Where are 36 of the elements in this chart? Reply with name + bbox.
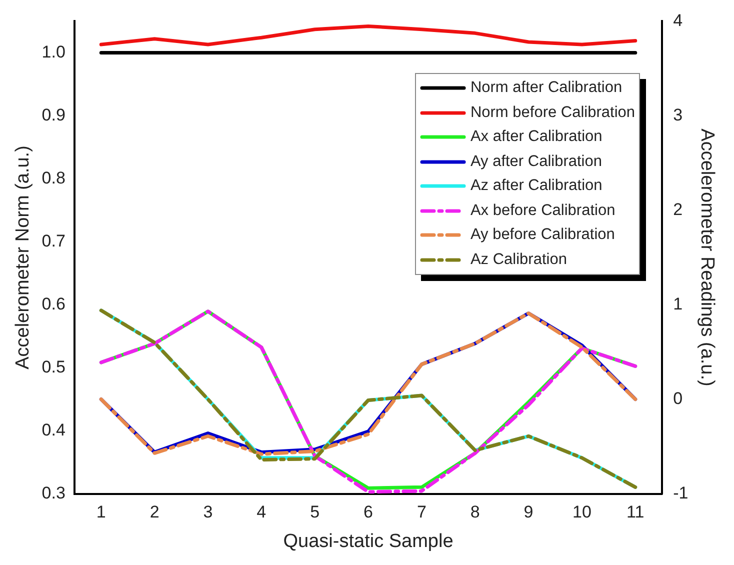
- legend-label: Ay before Calibration: [470, 226, 615, 244]
- legend-label: Ay after Calibration: [470, 152, 602, 171]
- legend-label: Ax before Calibration: [470, 202, 616, 220]
- x-tick-label: 9: [524, 502, 534, 522]
- y-tick-label: 0.3: [42, 483, 66, 502]
- x-tick-label: 10: [572, 502, 592, 522]
- legend-label: Az Calibration: [470, 250, 567, 269]
- y-tick-label: 0.5: [42, 357, 66, 376]
- y-tick-label: 1.0: [42, 42, 66, 62]
- y-axis-title: Accelerometer Norm (a.u.): [12, 146, 34, 370]
- y2-axis-title: Accelerometer Readings (a.u.): [696, 128, 718, 386]
- y2-tick-label: 4: [673, 10, 683, 30]
- y2-tick-label: -1: [673, 483, 688, 502]
- y-tick-label: 0.8: [42, 168, 66, 188]
- y2-tick-label: 3: [673, 105, 683, 124]
- y2-tick-label: 0: [673, 388, 683, 408]
- legend-label: Norm before Calibration: [470, 104, 635, 122]
- x-tick-label: 3: [203, 502, 213, 522]
- x-tick-label: 4: [256, 502, 266, 522]
- y-tick-label: 0.9: [42, 105, 66, 124]
- y-tick-label: 0.4: [42, 420, 66, 440]
- x-tick-label: 1: [96, 502, 106, 522]
- legend-label: Norm after Calibration: [470, 79, 622, 98]
- y-tick-label: 0.7: [42, 231, 66, 250]
- x-axis-title: Quasi-static Sample: [283, 530, 454, 552]
- y2-tick-label: 1: [673, 294, 683, 314]
- y2-tick-label: 2: [673, 200, 683, 219]
- x-tick-label: 11: [626, 502, 644, 522]
- x-tick-label: 8: [470, 502, 480, 522]
- legend-label: Ax after Calibration: [470, 128, 602, 146]
- x-tick-label: 5: [310, 502, 320, 522]
- x-tick-label: 6: [364, 502, 373, 522]
- x-tick-label: 2: [150, 502, 160, 522]
- y-tick-label: 0.6: [42, 294, 66, 314]
- x-tick-label: 7: [416, 502, 426, 522]
- legend-label: Az after Calibration: [470, 177, 602, 196]
